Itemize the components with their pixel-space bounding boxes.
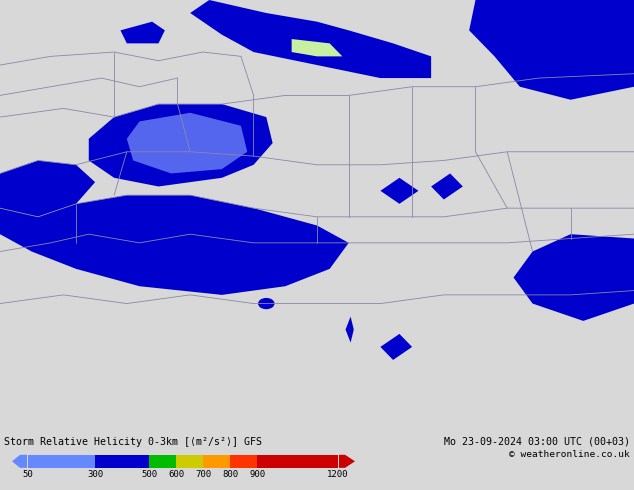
Polygon shape — [127, 113, 247, 173]
Text: 300: 300 — [87, 470, 103, 479]
FancyArrow shape — [339, 455, 355, 468]
Bar — [176, 455, 204, 468]
Text: © weatheronline.co.uk: © weatheronline.co.uk — [509, 450, 630, 459]
Circle shape — [258, 298, 275, 309]
Bar — [28, 455, 95, 468]
Polygon shape — [292, 39, 342, 56]
Bar — [95, 455, 149, 468]
Text: 600: 600 — [168, 470, 184, 479]
Text: Storm Relative Helicity 0-3km [⟨m²/s²⟩] GFS: Storm Relative Helicity 0-3km [⟨m²/s²⟩] … — [4, 437, 262, 447]
Polygon shape — [89, 104, 273, 187]
Polygon shape — [120, 22, 165, 44]
Text: 1200: 1200 — [327, 470, 349, 479]
Polygon shape — [0, 195, 349, 295]
Bar — [149, 455, 176, 468]
Bar — [230, 455, 257, 468]
Polygon shape — [380, 334, 412, 360]
Polygon shape — [514, 234, 634, 321]
Polygon shape — [346, 317, 354, 343]
Polygon shape — [431, 173, 463, 199]
Bar — [204, 455, 230, 468]
Polygon shape — [44, 234, 95, 260]
Polygon shape — [190, 0, 431, 78]
Text: 900: 900 — [249, 470, 265, 479]
Polygon shape — [380, 178, 418, 204]
Text: Mo 23-09-2024 03:00 UTC (00+03): Mo 23-09-2024 03:00 UTC (00+03) — [444, 437, 630, 447]
Text: 800: 800 — [222, 470, 238, 479]
Text: 500: 500 — [141, 470, 157, 479]
FancyArrow shape — [12, 455, 27, 468]
Text: 50: 50 — [23, 470, 34, 479]
Bar — [257, 455, 338, 468]
Polygon shape — [0, 160, 95, 217]
Polygon shape — [469, 0, 634, 100]
Text: 700: 700 — [195, 470, 211, 479]
